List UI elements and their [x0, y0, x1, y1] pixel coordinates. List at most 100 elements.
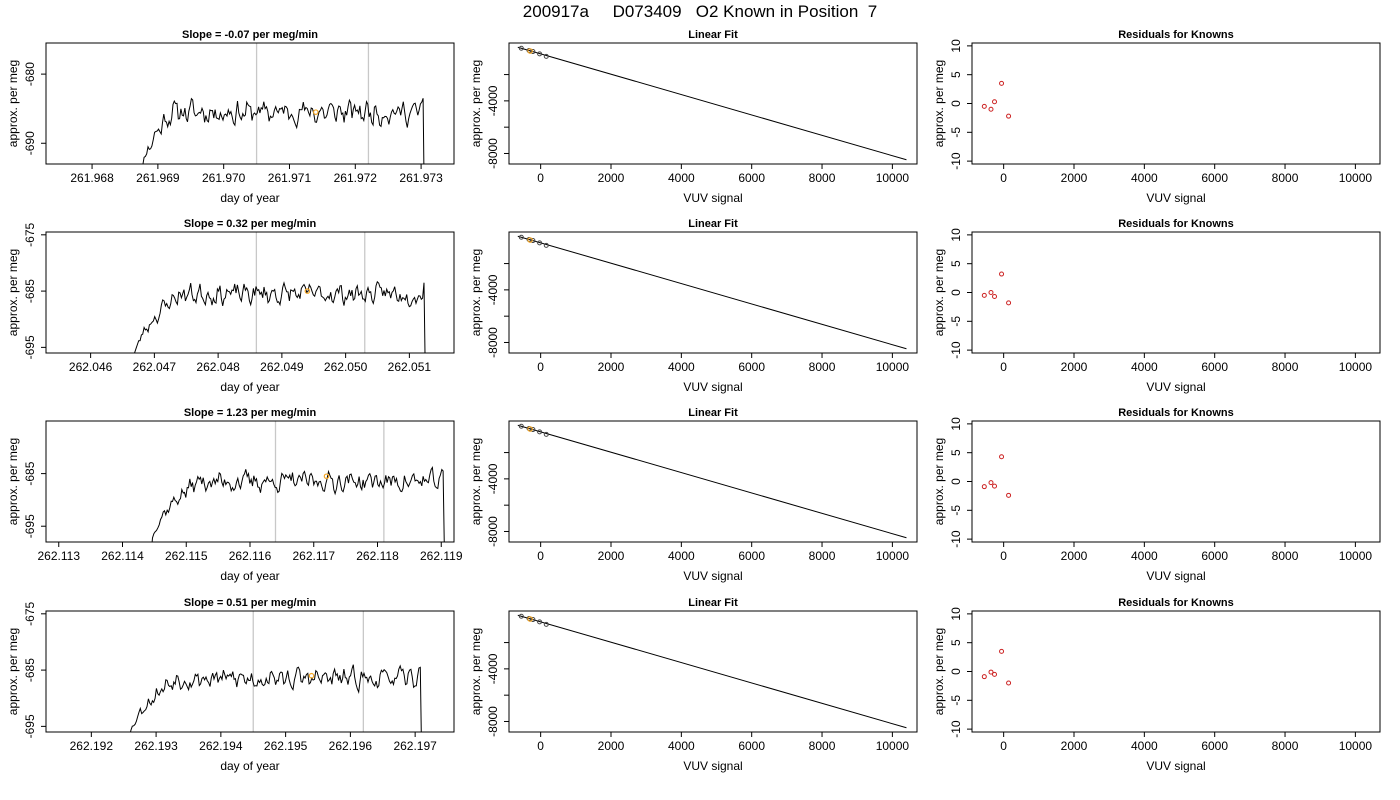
plot-frame	[971, 610, 1381, 733]
y-tick-label: 10	[949, 607, 963, 621]
y-tick-label: -690	[23, 131, 37, 155]
fit-point	[530, 238, 536, 244]
y-tick-label: 0	[949, 289, 963, 296]
highlight-point	[308, 672, 315, 679]
x-tick-label: 10000	[1339, 171, 1373, 185]
x-tick-label: 4000	[1131, 171, 1158, 185]
fit-point	[537, 619, 543, 625]
chart-title: Residuals for Knowns	[1118, 407, 1234, 419]
chart-title: Residuals for Knowns	[1118, 597, 1234, 609]
data-trace	[129, 664, 422, 732]
y-axis-label: approx. per meg	[6, 438, 20, 525]
x-tick-label: 8000	[809, 549, 836, 563]
y-axis-label: approx. per meg	[6, 249, 20, 336]
plot-frame	[45, 420, 455, 543]
y-axis-label: approx. per meg	[932, 628, 946, 715]
x-tick-label: 2000	[1061, 360, 1088, 374]
x-tick-label: 8000	[809, 739, 836, 753]
highlight-point	[323, 473, 330, 480]
residual-point	[988, 480, 994, 486]
fit-point	[543, 621, 549, 627]
x-tick-label: 262.051	[388, 360, 432, 374]
chart-title: Linear Fit	[688, 218, 738, 230]
residual-point	[1006, 680, 1012, 686]
fit-point	[543, 53, 549, 59]
fit-point	[537, 240, 543, 246]
x-axis-label: VUV signal	[1146, 191, 1205, 205]
y-tick-label: -680	[23, 62, 37, 86]
x-tick-label: 8000	[1272, 171, 1299, 185]
y-tick-label: -5	[949, 505, 963, 516]
y-tick-label: -10	[949, 530, 963, 548]
residual-point	[981, 292, 987, 298]
x-tick-label: 10000	[1339, 360, 1373, 374]
x-tick-label: 8000	[809, 171, 836, 185]
x-tick-label: 262.114	[101, 549, 144, 563]
y-tick-label: -685	[23, 461, 37, 485]
x-tick-label: 2000	[598, 360, 625, 374]
y-tick-label: 5	[949, 71, 963, 78]
y-tick-label: 5	[949, 639, 963, 646]
y-tick-label: -5	[949, 316, 963, 327]
x-tick-label: 262.048	[196, 360, 240, 374]
fit-point	[543, 242, 549, 248]
x-tick-label: 4000	[668, 171, 695, 185]
x-tick-label: 262.197	[393, 739, 437, 753]
plot-area	[981, 271, 1012, 306]
y-tick-label: -675	[23, 601, 37, 625]
chart-panel: Slope = 0.51 per meg/min 262.192 262.193 26…	[6, 597, 455, 773]
fit-point	[518, 234, 524, 240]
x-tick-label: 6000	[1201, 739, 1228, 753]
y-tick-label: -8000	[486, 516, 500, 547]
fit-point	[530, 427, 536, 433]
x-tick-label: 4000	[1131, 360, 1158, 374]
y-axis-label: approx. per meg	[469, 438, 483, 525]
x-tick-label: 8000	[1272, 549, 1299, 563]
x-tick-label: 262.196	[329, 739, 373, 753]
y-tick-label: -10	[949, 341, 963, 359]
x-tick-label: 0	[1000, 739, 1007, 753]
y-tick-label: -4000	[486, 653, 500, 684]
plot-frame	[45, 42, 455, 165]
residual-point	[992, 294, 998, 300]
fit-line	[517, 614, 907, 729]
chart-title: Linear Fit	[688, 29, 738, 41]
x-tick-label: 261.969	[136, 171, 180, 185]
fit-point	[537, 51, 543, 57]
y-tick-label: -4000	[486, 463, 500, 494]
x-tick-label: 262.194	[199, 739, 243, 753]
x-tick-label: 6000	[738, 549, 765, 563]
plot-frame	[45, 610, 455, 733]
x-tick-label: 0	[1000, 360, 1007, 374]
fit-line	[517, 46, 907, 161]
chart-panel: Slope = 1.23 per meg/min 262.113 262.114 26…	[6, 407, 463, 583]
y-axis-label: approx. per meg	[932, 249, 946, 336]
y-tick-label: -8000	[486, 138, 500, 169]
x-tick-label: 261.968	[70, 171, 114, 185]
x-tick-label: 4000	[668, 549, 695, 563]
x-tick-label: 262.118	[356, 549, 399, 563]
y-tick-label: -5	[949, 695, 963, 706]
x-tick-label: 262.116	[229, 549, 272, 563]
y-tick-label: -685	[23, 279, 37, 303]
x-axis-label: day of year	[220, 380, 279, 394]
x-axis-label: VUV signal	[1146, 759, 1205, 773]
highlight-point	[304, 288, 311, 294]
x-axis-label: day of year	[220, 191, 279, 205]
y-tick-label: -675	[23, 222, 37, 246]
x-tick-label: 262.119	[420, 549, 463, 563]
y-tick-label: -695	[23, 514, 37, 538]
chart-title: Slope = -0.07 per meg/min	[182, 29, 318, 41]
x-tick-label: 6000	[738, 739, 765, 753]
fit-line	[517, 235, 907, 350]
residual-point	[988, 106, 994, 112]
residual-point	[988, 290, 994, 295]
y-tick-label: -685	[23, 658, 37, 682]
y-tick-label: -5	[949, 127, 963, 138]
y-tick-label: 0	[949, 478, 963, 485]
data-trace	[151, 465, 445, 542]
y-tick-label: -4000	[486, 274, 500, 305]
